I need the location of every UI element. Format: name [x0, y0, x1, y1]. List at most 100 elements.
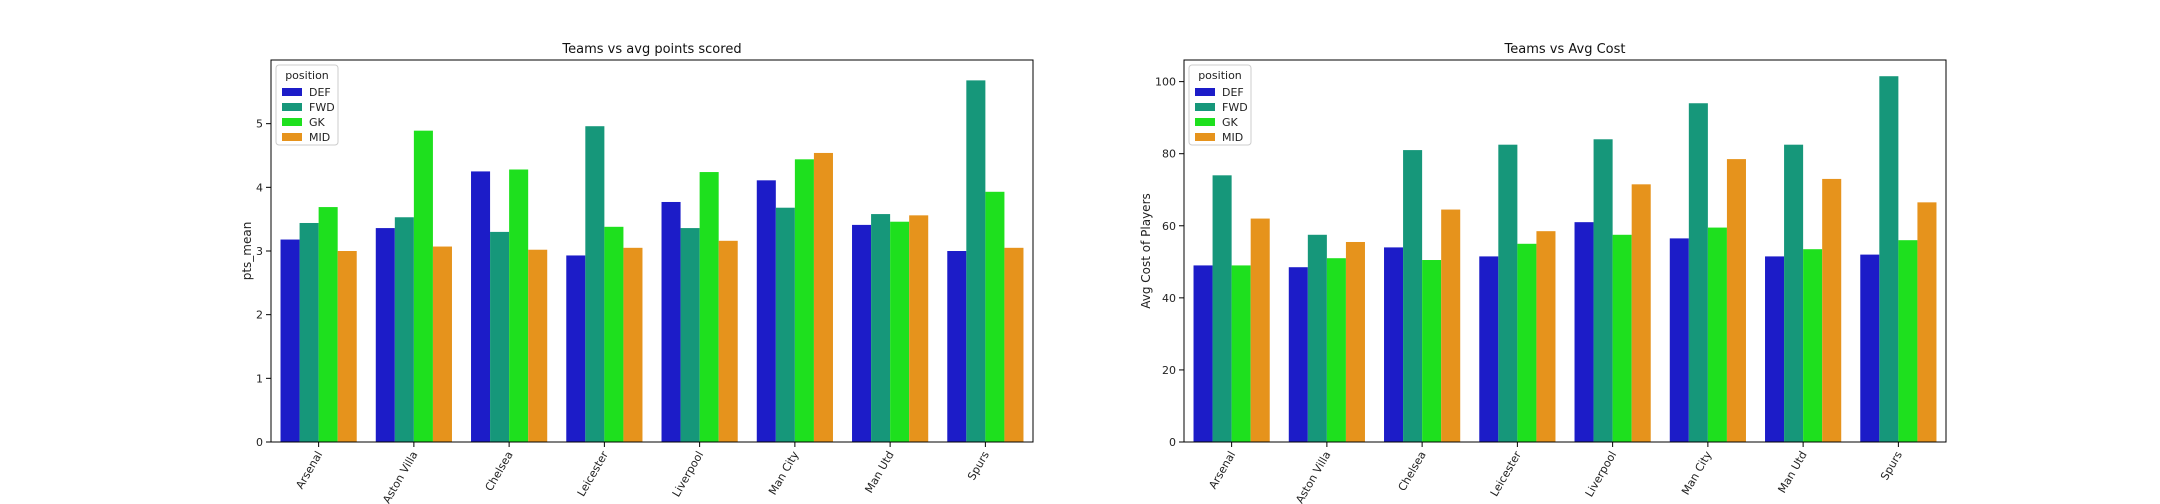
y-tick-label: 1	[256, 372, 263, 385]
bar-arsenal-mid	[1250, 218, 1270, 442]
bar-liverpool-mid	[1631, 184, 1651, 442]
bar-man-city-mid	[1726, 159, 1746, 443]
bar-leicester-gk	[604, 226, 624, 442]
bar-spurs-fwd	[1879, 76, 1899, 442]
x-tick-label-arsenal: Arsenal	[293, 449, 325, 491]
x-tick-label-aston-villa: Aston Villa	[380, 449, 420, 504]
bar-aston-villa-mid	[1345, 241, 1365, 442]
plot-frame	[1183, 59, 1947, 443]
bar-arsenal-gk	[318, 207, 338, 442]
bar-leicester-mid	[623, 247, 643, 442]
chart-title: Teams vs Avg Cost	[1504, 42, 1626, 57]
legend: position DEF FWD GK MID	[1188, 64, 1252, 146]
y-tick-label: 4	[256, 181, 263, 194]
x-tick-label-leicester: Leicester	[575, 449, 611, 499]
legend-entry-fwd: FWD	[309, 101, 335, 114]
bar-leicester-def	[1479, 256, 1499, 442]
x-tick-label-man-city: Man City	[1679, 449, 1715, 498]
bar-arsenal-def	[280, 239, 300, 442]
bar-spurs-def	[1860, 254, 1880, 442]
bar-man-city-def	[756, 180, 776, 442]
bar-man-utd-def	[1765, 256, 1785, 442]
legend-title: position	[1198, 69, 1242, 82]
bar-chelsea-def	[1384, 247, 1404, 442]
bar-arsenal-fwd	[1212, 175, 1232, 443]
bar-liverpool-gk	[699, 172, 719, 442]
bar-leicester-fwd	[1498, 144, 1518, 443]
x-tick-label-arsenal: Arsenal	[1206, 449, 1238, 491]
x-tick-label-spurs: Spurs	[965, 449, 992, 483]
y-tick-label: 2	[256, 309, 263, 322]
legend-swatch-gk	[1195, 118, 1215, 126]
bar-man-city-mid	[813, 152, 833, 442]
x-tick-label-chelsea: Chelsea	[483, 449, 516, 493]
bar-arsenal-mid	[337, 251, 357, 442]
chart-2: Teams vs Avg Cost 0 20 40 60 80 100 Avg Cost of…	[1139, 42, 1947, 504]
bar-chelsea-mid	[1441, 209, 1461, 442]
chart-title: Teams vs avg points scored	[561, 42, 741, 57]
x-tick-label-aston-villa: Aston Villa	[1293, 449, 1333, 504]
x-tick-label-man-utd: Man Utd	[862, 449, 896, 495]
bar-liverpool-mid	[718, 240, 738, 442]
bar-spurs-gk	[985, 191, 1005, 442]
x-tick-label-man-city: Man City	[766, 449, 802, 498]
legend: position DEF FWD GK MID	[275, 64, 339, 146]
bar-leicester-def	[566, 255, 586, 442]
y-axis-label: pts_mean	[240, 222, 254, 281]
bar-man-city-fwd	[775, 207, 795, 442]
x-tick-label-leicester: Leicester	[1488, 449, 1524, 499]
bar-man-city-gk	[1707, 227, 1727, 442]
bar-chelsea-mid	[528, 249, 548, 442]
bar-spurs-gk	[1898, 240, 1918, 442]
y-tick-label: 60	[1162, 220, 1176, 233]
y-axis-label: Avg Cost of Players	[1139, 193, 1153, 309]
bar-spurs-mid	[1004, 247, 1024, 442]
x-tick-label-liverpool: Liverpool	[670, 449, 707, 499]
bar-man-city-gk	[794, 159, 814, 442]
legend-swatch-mid	[1195, 133, 1215, 141]
bar-liverpool-def	[1574, 222, 1594, 442]
bar-man-utd-gk	[1803, 249, 1823, 442]
legend-swatch-gk	[282, 118, 302, 126]
bar-spurs-fwd	[966, 80, 986, 442]
bar-aston-villa-fwd	[1307, 234, 1327, 442]
bar-leicester-mid	[1536, 231, 1556, 442]
y-tick-label: 40	[1162, 292, 1176, 305]
bar-chelsea-gk	[509, 169, 529, 443]
bar-spurs-mid	[1917, 202, 1937, 442]
y-tick-label: 100	[1155, 76, 1176, 89]
bar-aston-villa-mid	[432, 246, 452, 442]
legend-swatch-def	[1195, 88, 1215, 96]
legend-swatch-fwd	[1195, 103, 1215, 111]
chart-1: Teams vs avg points scored 0 1 2 3 4 5 pts_mean…	[240, 42, 1034, 504]
bar-arsenal-gk	[1231, 265, 1251, 442]
legend-swatch-fwd	[282, 103, 302, 111]
y-tick-label: 0	[1169, 436, 1176, 449]
y-tick-label: 80	[1162, 148, 1176, 161]
bar-leicester-gk	[1517, 243, 1537, 442]
bar-liverpool-gk	[1612, 234, 1632, 442]
y-tick-label: 3	[256, 245, 263, 258]
legend-swatch-def	[282, 88, 302, 96]
bar-aston-villa-fwd	[394, 217, 414, 442]
bar-man-utd-gk	[890, 221, 910, 442]
bar-man-utd-def	[852, 224, 872, 442]
x-tick-label-chelsea: Chelsea	[1396, 449, 1429, 493]
x-tick-label-liverpool: Liverpool	[1583, 449, 1620, 499]
bar-liverpool-def	[661, 201, 681, 442]
bar-man-utd-fwd	[871, 214, 891, 442]
bar-aston-villa-def	[1288, 267, 1308, 442]
y-tick-label: 20	[1162, 364, 1176, 377]
bar-chelsea-fwd	[1403, 150, 1423, 442]
bar-arsenal-def	[1193, 265, 1213, 442]
bar-man-utd-mid	[909, 215, 929, 442]
x-tick-label-spurs: Spurs	[1878, 449, 1905, 483]
bar-leicester-fwd	[585, 126, 605, 443]
bar-liverpool-fwd	[1593, 139, 1613, 442]
legend-swatch-mid	[282, 133, 302, 141]
bar-chelsea-gk	[1422, 260, 1442, 442]
legend-entry-mid: MID	[1222, 131, 1243, 144]
y-tick-label: 5	[256, 118, 263, 131]
bar-aston-villa-gk	[413, 130, 433, 443]
